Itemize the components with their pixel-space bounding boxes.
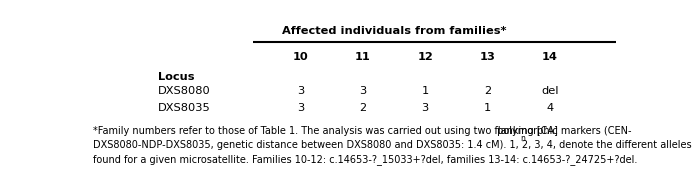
- Text: 11: 11: [355, 52, 371, 62]
- Text: 12: 12: [417, 52, 433, 62]
- Text: Locus: Locus: [158, 72, 195, 82]
- Text: DXS8035: DXS8035: [158, 103, 211, 113]
- Text: 1: 1: [421, 86, 429, 96]
- Text: 3: 3: [297, 86, 304, 96]
- Text: 2: 2: [359, 103, 366, 113]
- Text: polymorphic markers (CEN-: polymorphic markers (CEN-: [494, 126, 631, 136]
- Text: DXS8080-NDP-DXS8035, genetic distance between DXS8080 and DXS8035: 1.4 cM). 1, 2: DXS8080-NDP-DXS8035, genetic distance be…: [93, 140, 692, 150]
- Text: 1: 1: [484, 103, 491, 113]
- Text: 3: 3: [297, 103, 304, 113]
- Text: del: del: [541, 86, 559, 96]
- Text: Affected individuals from families*: Affected individuals from families*: [282, 26, 506, 36]
- Text: 14: 14: [542, 52, 558, 62]
- Text: 10: 10: [293, 52, 308, 62]
- Text: 3: 3: [421, 103, 429, 113]
- Text: 13: 13: [480, 52, 496, 62]
- Text: 4: 4: [547, 103, 554, 113]
- Text: 3: 3: [359, 86, 366, 96]
- Text: found for a given microsatellite. Families 10-12: c.14653-?_15033+?del, families: found for a given microsatellite. Famili…: [93, 154, 637, 165]
- Text: n: n: [520, 134, 525, 143]
- Text: *Family numbers refer to those of Table 1. The analysis was carried out using tw: *Family numbers refer to those of Table …: [93, 126, 558, 136]
- Text: DXS8080: DXS8080: [158, 86, 211, 96]
- Text: 2: 2: [484, 86, 491, 96]
